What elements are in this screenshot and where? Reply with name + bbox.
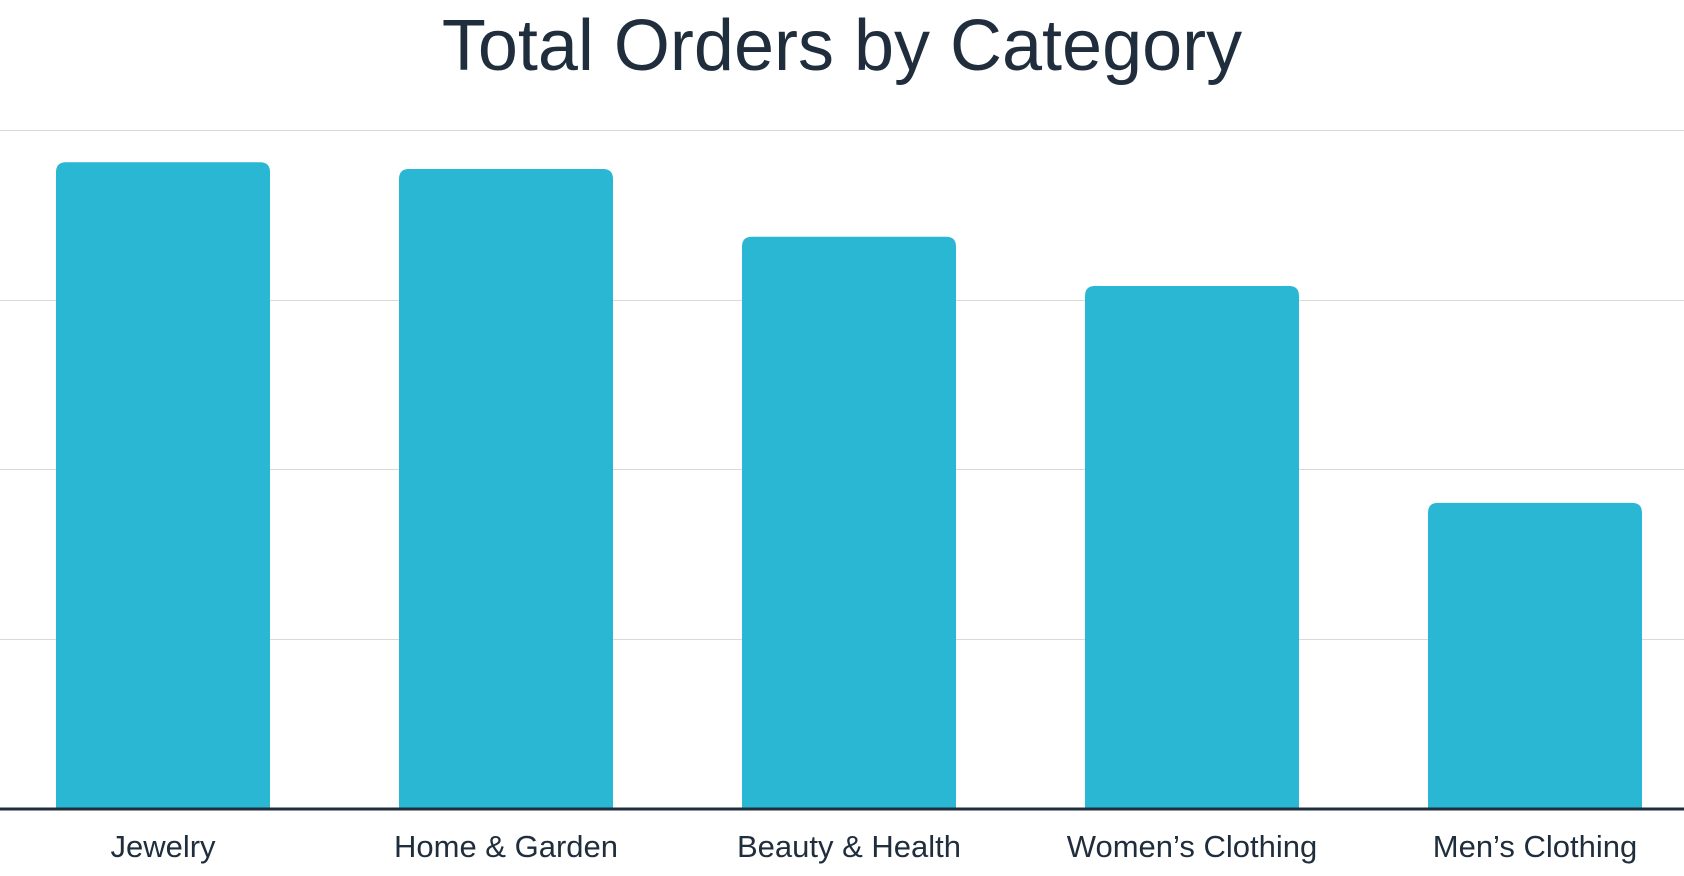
chart-title: Total Orders by Category (441, 6, 1243, 86)
x-tick-label: Home & Garden (394, 829, 618, 864)
bar-1[interactable] (399, 168, 613, 809)
bar-4[interactable] (1428, 502, 1642, 808)
bar-0[interactable] (56, 162, 270, 808)
bar-3[interactable] (1085, 285, 1299, 808)
x-tick-label: Women’s Clothing (1067, 829, 1317, 864)
bar-2[interactable] (742, 236, 956, 808)
x-tick-label: Men’s Clothing (1433, 829, 1637, 864)
x-tick-label: Beauty & Health (737, 829, 961, 864)
x-tick-label: Jewelry (110, 829, 216, 864)
